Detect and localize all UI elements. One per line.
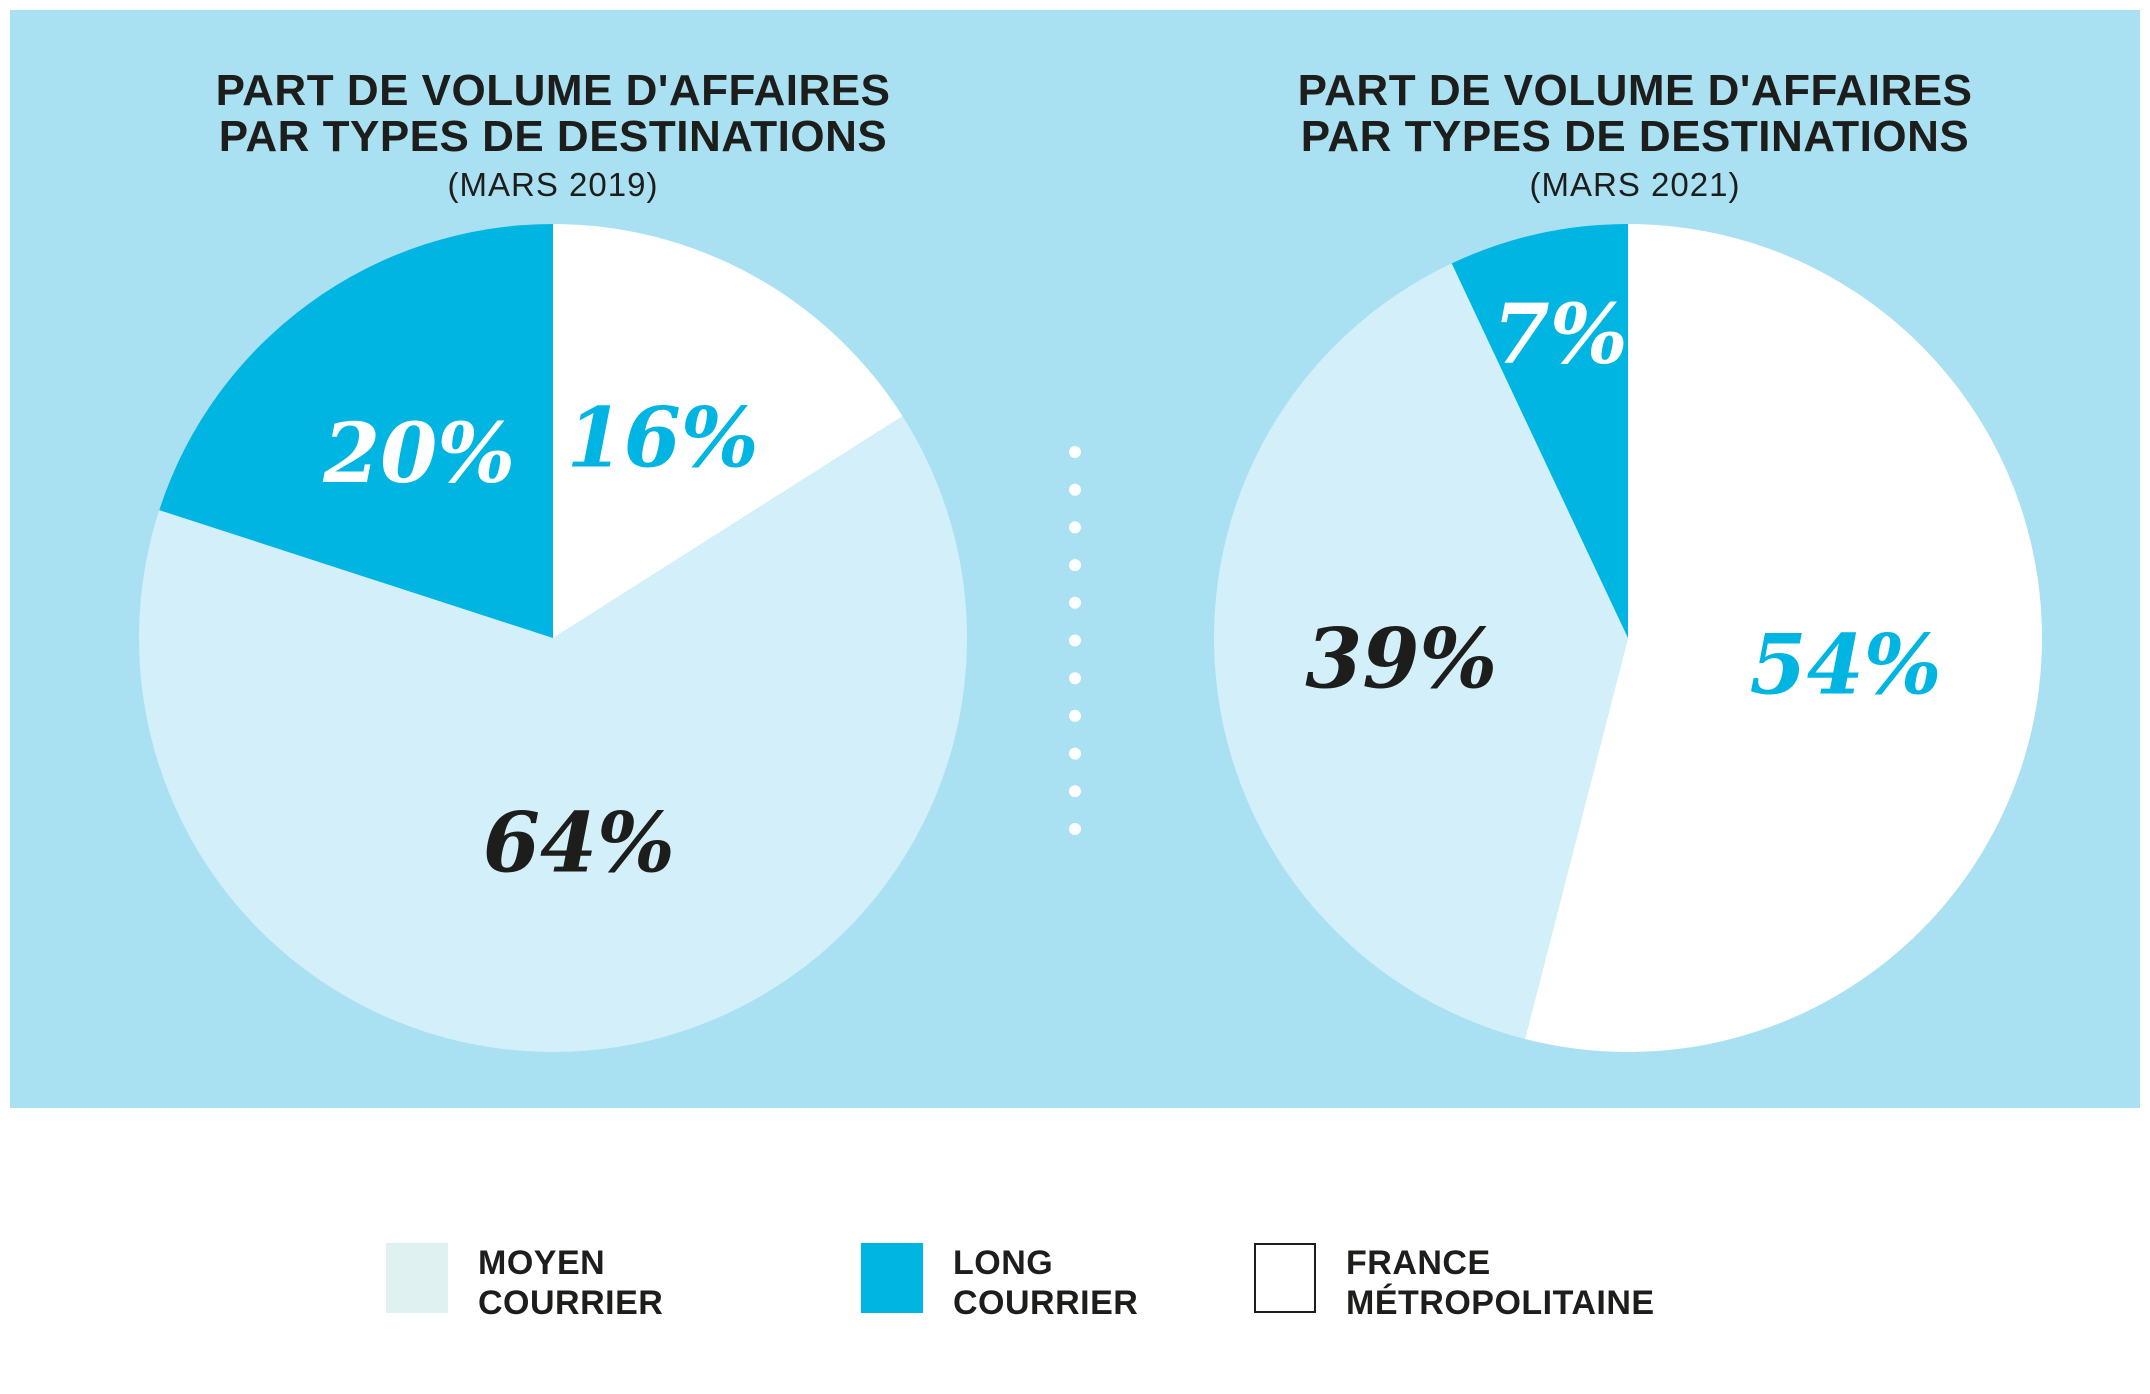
legend-swatch-moyen xyxy=(386,1243,448,1313)
pie-data-label: 54% xyxy=(1750,618,1942,714)
separator-dot xyxy=(1069,672,1081,685)
pie-data-label: 39% xyxy=(1305,611,1497,707)
separator-dot xyxy=(1069,596,1081,609)
legend-swatch-long xyxy=(861,1243,923,1313)
chart-title-line1: PART DE VOLUME D'AFFAIRES xyxy=(1297,66,1973,115)
pie-slice-france-métropolitaine xyxy=(1525,224,2042,1052)
separator-dot xyxy=(1069,785,1081,798)
pie-slice-moyen-courrier xyxy=(138,416,968,1053)
legend-label: LONG COURRIER xyxy=(953,1243,1373,1323)
separator-dot xyxy=(1069,709,1081,722)
separator-dot xyxy=(1069,446,1081,458)
legend-label-line1: FRANCE xyxy=(1346,1244,1491,1282)
pie-slice-long-courrier xyxy=(1451,224,1628,638)
separator-dot xyxy=(1069,521,1081,534)
chart-title-2021: PART DE VOLUME D'AFFAIRES PAR TYPES DE D… xyxy=(1185,68,2085,160)
separator-dot xyxy=(1069,823,1081,835)
legend-label: MOYEN COURRIER xyxy=(478,1243,898,1323)
legend-label-line1: MOYEN xyxy=(478,1244,606,1282)
legend-label: FRANCE MÉTROPOLITAINE xyxy=(1346,1243,1766,1323)
legend-label-line1: LONG xyxy=(953,1244,1054,1282)
separator-dot xyxy=(1069,559,1081,572)
legend-label-line2: COURRIER xyxy=(953,1284,1139,1322)
pie-slice-france-métropolitaine xyxy=(553,224,903,638)
separator-dot xyxy=(1069,634,1081,647)
pie-0: 16% 64% 20% xyxy=(138,224,968,1053)
chart-title-line1: PART DE VOLUME D'AFFAIRES xyxy=(215,66,891,115)
legend-label-line2: MÉTROPOLITAINE xyxy=(1346,1284,1655,1322)
legend-swatch-france xyxy=(1254,1243,1316,1313)
pie-data-label: 64% xyxy=(483,795,675,891)
pie-1: 54% 39% 7% xyxy=(1214,224,2042,1052)
chart-subtitle-2021: (MARS 2021) xyxy=(1529,166,1741,203)
pie-slice-moyen-courrier xyxy=(1214,263,1628,1039)
pie-data-label: 20% xyxy=(322,406,515,502)
separator-dot xyxy=(1069,483,1081,496)
pie-data-label: 7% xyxy=(1493,287,1628,383)
chart-title-line2: PAR TYPES DE DESTINATIONS xyxy=(1300,112,1970,161)
chart-title-2019: PART DE VOLUME D'AFFAIRES PAR TYPES DE D… xyxy=(103,68,1003,160)
chart-title-line2: PAR TYPES DE DESTINATIONS xyxy=(218,112,888,161)
legend-label-line2: COURRIER xyxy=(478,1284,664,1322)
pie-data-label: 16% xyxy=(567,390,759,486)
legend: MOYEN COURRIER LONG COURRIER FRANCE MÉTR… xyxy=(0,1243,2150,1333)
chart-subtitle-2019: (MARS 2019) xyxy=(447,166,659,203)
separator-dot xyxy=(1069,747,1081,760)
pie-slice-long-courrier xyxy=(159,224,553,638)
